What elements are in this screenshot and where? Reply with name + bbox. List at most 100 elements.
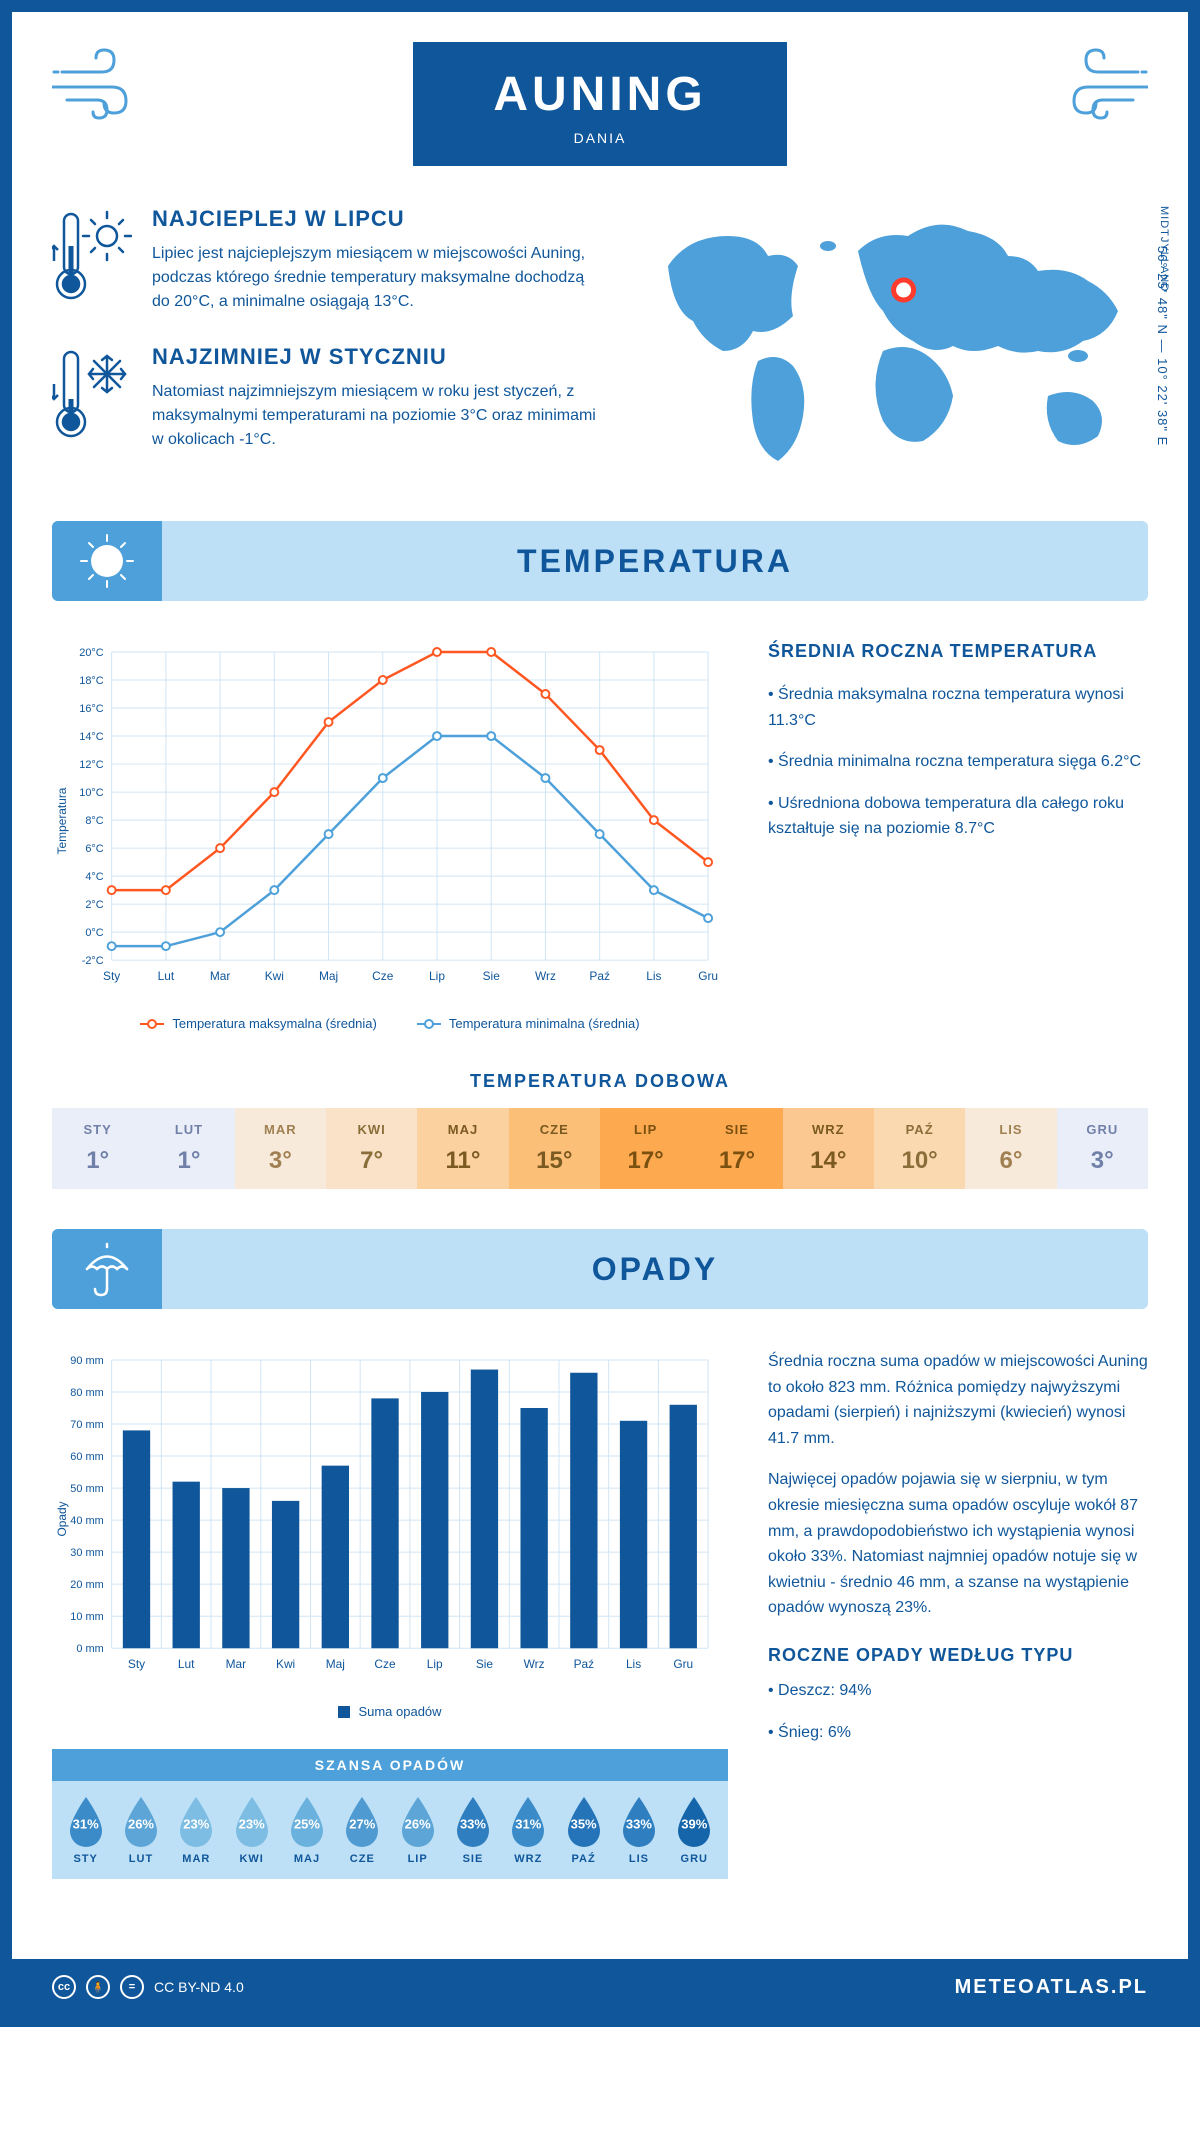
precipitation-legend: Suma opadów: [52, 1704, 728, 1719]
cold-text: Natomiast najzimniejszym miesiącem w rok…: [152, 380, 598, 452]
chance-title: SZANSA OPADÓW: [52, 1749, 728, 1781]
precipitation-chart: 0 mm10 mm20 mm30 mm40 mm50 mm60 mm70 mm8…: [52, 1349, 728, 1879]
daily-temp-cell: LIS6°: [965, 1108, 1056, 1189]
daily-temp-title: TEMPERATURA DOBOWA: [12, 1071, 1188, 1092]
svg-text:Lip: Lip: [427, 1657, 443, 1671]
chance-drop-cell: 23% MAR: [169, 1795, 224, 1865]
svg-text:Sty: Sty: [128, 1657, 145, 1671]
chance-drop-cell: 31% STY: [58, 1795, 113, 1865]
temp-stats-b2: • Średnia minimalna roczna temperatura s…: [768, 749, 1148, 775]
svg-text:Kwi: Kwi: [265, 969, 284, 983]
svg-text:80 mm: 80 mm: [70, 1387, 103, 1399]
daily-temp-cell: GRU3°: [1057, 1108, 1148, 1189]
umbrella-icon: [77, 1239, 137, 1299]
chance-drop-cell: 35% PAŹ: [556, 1795, 611, 1865]
daily-temp-cell: CZE15°: [509, 1108, 600, 1189]
svg-text:0°C: 0°C: [85, 927, 103, 939]
precipitation-section-header: OPADY: [52, 1229, 1148, 1309]
chance-drop-cell: 39% GRU: [667, 1795, 722, 1865]
svg-text:18°C: 18°C: [79, 675, 104, 687]
temperature-legend: Temperatura maksymalna (średnia) Tempera…: [52, 1016, 728, 1031]
footer: cc 🧍 = CC BY-ND 4.0 METEOATLAS.PL: [12, 1959, 1188, 2015]
daily-temp-table: STY1°LUT1°MAR3°KWI7°MAJ11°CZE15°LIP17°SI…: [52, 1108, 1148, 1189]
temp-stats-b3: • Uśredniona dobowa temperatura dla całe…: [768, 791, 1148, 842]
city-title: AUNING: [493, 67, 706, 122]
daily-temp-cell: PAŹ10°: [874, 1108, 965, 1189]
svg-text:10 mm: 10 mm: [70, 1611, 103, 1623]
daily-temp-cell: LUT1°: [143, 1108, 234, 1189]
chance-drop-cell: 23% KWI: [224, 1795, 279, 1865]
hot-title: NAJCIEPLEJ W LIPCU: [152, 206, 598, 232]
thermometer-hot-icon: [52, 206, 132, 306]
svg-text:Lut: Lut: [178, 1657, 195, 1671]
svg-text:Cze: Cze: [372, 969, 394, 983]
precip-type-title: ROCZNE OPADY WEDŁUG TYPU: [768, 1645, 1148, 1666]
svg-text:20 mm: 20 mm: [70, 1579, 103, 1591]
cold-info-block: NAJZIMNIEJ W STYCZNIU Natomiast najzimni…: [52, 344, 598, 452]
svg-text:50 mm: 50 mm: [70, 1483, 103, 1495]
svg-text:16°C: 16°C: [79, 703, 104, 715]
svg-text:40 mm: 40 mm: [70, 1515, 103, 1527]
world-map-icon: [628, 206, 1148, 486]
svg-text:Sty: Sty: [103, 969, 120, 983]
svg-text:12°C: 12°C: [79, 759, 104, 771]
chance-box: SZANSA OPADÓW 31% STY 26% LUT 23%: [52, 1749, 728, 1879]
chance-drop-cell: 33% LIS: [611, 1795, 666, 1865]
country-label: DANIA: [493, 130, 706, 146]
svg-text:0 mm: 0 mm: [76, 1643, 103, 1655]
svg-text:Lut: Lut: [158, 969, 175, 983]
license-label: CC BY-ND 4.0: [154, 1979, 244, 1995]
precip-p1: Średnia roczna suma opadów w miejscowośc…: [768, 1349, 1148, 1451]
hot-info-block: NAJCIEPLEJ W LIPCU Lipiec jest najcieple…: [52, 206, 598, 314]
svg-text:Maj: Maj: [319, 969, 338, 983]
svg-text:Paź: Paź: [574, 1657, 595, 1671]
daily-temp-cell: MAR3°: [235, 1108, 326, 1189]
svg-text:20°C: 20°C: [79, 647, 104, 659]
svg-text:10°C: 10°C: [79, 787, 104, 799]
svg-text:14°C: 14°C: [79, 731, 104, 743]
svg-text:Opady: Opady: [55, 1501, 69, 1536]
hot-text: Lipiec jest najcieplejszym miesiącem w m…: [152, 242, 598, 314]
by-icon: 🧍: [86, 1975, 110, 1999]
precip-t2: • Śnieg: 6%: [768, 1720, 1148, 1746]
precipitation-stats: Średnia roczna suma opadów w miejscowośc…: [768, 1349, 1148, 1879]
nd-icon: =: [120, 1975, 144, 1999]
svg-text:4°C: 4°C: [85, 871, 103, 883]
precipitation-title: OPADY: [162, 1251, 1148, 1288]
temperature-section-header: TEMPERATURA: [52, 521, 1148, 601]
cc-icon: cc: [52, 1975, 76, 1999]
daily-temp-cell: SIE17°: [691, 1108, 782, 1189]
svg-text:Mar: Mar: [210, 969, 231, 983]
chance-drop-cell: 25% MAJ: [279, 1795, 334, 1865]
svg-text:8°C: 8°C: [85, 815, 103, 827]
daily-temp-cell: KWI7°: [326, 1108, 417, 1189]
svg-text:6°C: 6°C: [85, 843, 103, 855]
legend-min-label: Temperatura minimalna (średnia): [449, 1016, 640, 1031]
svg-text:2°C: 2°C: [85, 899, 103, 911]
chance-drop-cell: 33% SIE: [445, 1795, 500, 1865]
svg-text:Wrz: Wrz: [535, 969, 556, 983]
intro-section: NAJCIEPLEJ W LIPCU Lipiec jest najcieple…: [12, 176, 1188, 521]
svg-text:30 mm: 30 mm: [70, 1547, 103, 1559]
chance-drop-cell: 26% LUT: [113, 1795, 168, 1865]
chance-drop-cell: 26% LIP: [390, 1795, 445, 1865]
daily-temp-cell: STY1°: [52, 1108, 143, 1189]
temp-stats-title: ŚREDNIA ROCZNA TEMPERATURA: [768, 641, 1148, 662]
temperature-stats: ŚREDNIA ROCZNA TEMPERATURA • Średnia mak…: [768, 641, 1148, 1031]
svg-text:Mar: Mar: [226, 1657, 247, 1671]
chance-drop-cell: 31% WRZ: [501, 1795, 556, 1865]
precip-legend-label: Suma opadów: [358, 1704, 441, 1719]
precip-t1: • Deszcz: 94%: [768, 1678, 1148, 1704]
legend-max-label: Temperatura maksymalna (średnia): [172, 1016, 376, 1031]
svg-text:Kwi: Kwi: [276, 1657, 295, 1671]
svg-text:Cze: Cze: [374, 1657, 396, 1671]
svg-text:Sie: Sie: [483, 969, 501, 983]
svg-text:Lis: Lis: [646, 969, 661, 983]
thermometer-cold-icon: [52, 344, 132, 444]
svg-text:Paź: Paź: [589, 969, 610, 983]
daily-temp-cell: MAJ11°: [417, 1108, 508, 1189]
svg-text:90 mm: 90 mm: [70, 1355, 103, 1367]
coords-label: 56° 25' 48" N — 10° 22' 38" E: [1155, 246, 1170, 446]
svg-text:Wrz: Wrz: [524, 1657, 545, 1671]
svg-text:Temperatura: Temperatura: [55, 787, 69, 854]
